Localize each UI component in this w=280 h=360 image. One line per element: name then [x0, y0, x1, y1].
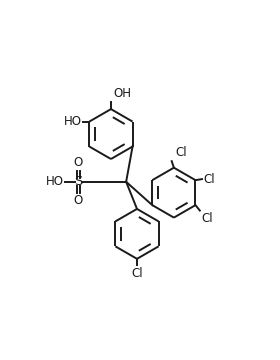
- Text: Cl: Cl: [131, 267, 143, 280]
- Text: Cl: Cl: [201, 212, 213, 225]
- Text: S: S: [74, 175, 83, 188]
- Text: HO: HO: [64, 115, 82, 128]
- Text: O: O: [74, 156, 83, 169]
- Text: O: O: [74, 194, 83, 207]
- Text: OH: OH: [113, 87, 131, 100]
- Text: HO: HO: [46, 175, 64, 188]
- Text: Cl: Cl: [203, 172, 215, 186]
- Text: Cl: Cl: [175, 147, 186, 159]
